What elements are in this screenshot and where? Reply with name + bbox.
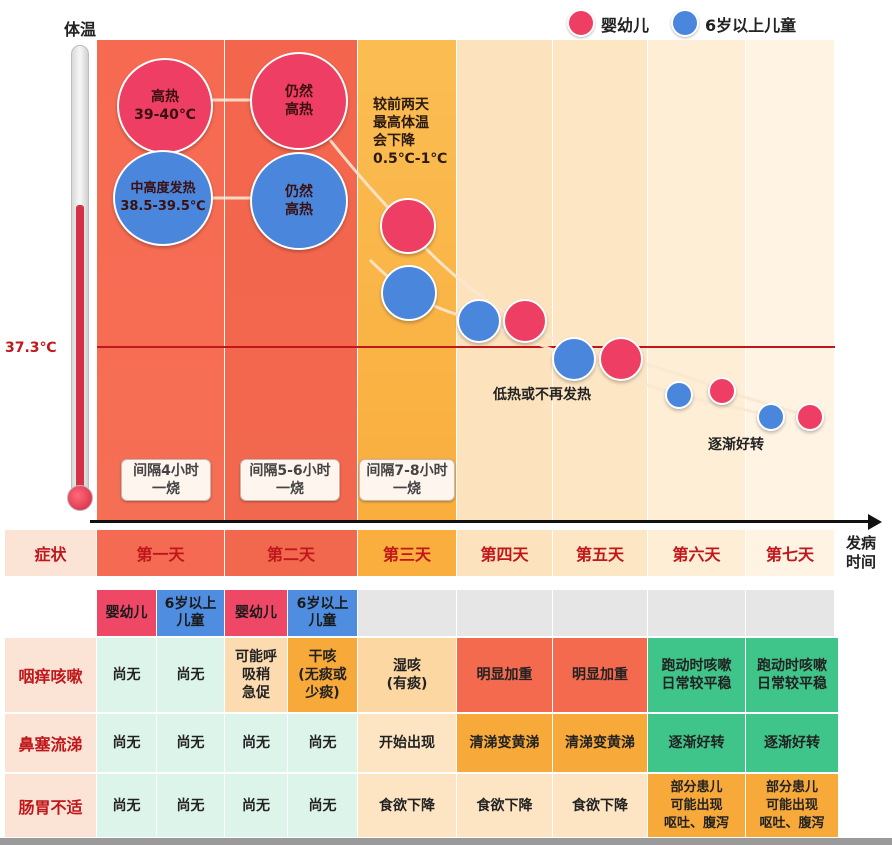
cough-child-day1: 尚无 xyxy=(157,638,224,712)
legend-infant-dot xyxy=(567,9,595,37)
gastro-day6: 部分患儿 可能出现 呕吐、腹泻 xyxy=(648,774,745,837)
x-axis-line xyxy=(90,520,872,523)
day3-note: 较前两天 最高体温 会下降 0.5℃-1℃ xyxy=(373,97,448,167)
day6-child-dot xyxy=(665,381,693,409)
day2-child-bubble: 仍然 高热 xyxy=(250,152,348,250)
cough-child-day2: 干咳 (无痰或 少痰) xyxy=(288,638,357,712)
cough-day4: 明显加重 xyxy=(457,638,552,712)
day5-child-dot xyxy=(552,337,596,381)
low-fever-note: 低热或不再发热 xyxy=(493,387,591,403)
cough-infant-day1: 尚无 xyxy=(97,638,156,712)
improving-note: 逐渐好转 xyxy=(708,437,764,453)
subheader-infant-day2: 婴幼儿 xyxy=(225,590,287,636)
gastro-infant-day2: 尚无 xyxy=(225,774,287,837)
day7-infant-dot xyxy=(796,403,824,431)
day2-header: 第二天 xyxy=(225,530,357,576)
gastro-infant-day1: 尚无 xyxy=(97,774,156,837)
day5-header: 第五天 xyxy=(553,530,647,576)
cough-day7: 跑动时咳嗽 日常较平稳 xyxy=(746,638,838,712)
cough-day6: 跑动时咳嗽 日常较平稳 xyxy=(648,638,745,712)
day3-header: 第三天 xyxy=(358,530,456,576)
thermometer-bulb xyxy=(67,485,93,511)
row-label-gastro: 肠胃不适 xyxy=(5,774,96,837)
day4-column xyxy=(457,40,552,520)
row-label-cough: 咽痒咳嗽 xyxy=(5,638,96,712)
day4-child-dot xyxy=(457,299,501,343)
x-axis-label: 发病 时间 xyxy=(846,534,877,571)
gastro-day4: 食欲下降 xyxy=(457,774,552,837)
x-axis-arrow-icon xyxy=(868,514,882,530)
nasal-day4: 清涕变黄涕 xyxy=(457,714,552,772)
gastro-child-day2: 尚无 xyxy=(288,774,357,837)
subheader-grey-d5 xyxy=(553,590,647,636)
day7-header: 第七天 xyxy=(746,530,834,576)
day5-column xyxy=(553,40,647,520)
cough-day3: 湿咳 (有痰) xyxy=(358,638,456,712)
day2-infant-bubble: 仍然 高热 xyxy=(250,52,348,150)
cough-day5: 明显加重 xyxy=(553,638,647,712)
day6-header: 第六天 xyxy=(648,530,745,576)
subheader-infant-day1: 婴幼儿 xyxy=(97,590,156,636)
cough-infant-day2: 可能呼 吸稍 急促 xyxy=(225,638,287,712)
nasal-infant-day2: 尚无 xyxy=(225,714,287,772)
day3-infant-dot xyxy=(380,198,436,254)
gastro-day3: 食欲下降 xyxy=(358,774,456,837)
gastro-child-day1: 尚无 xyxy=(157,774,224,837)
subheader-blank xyxy=(5,590,96,636)
nasal-infant-day1: 尚无 xyxy=(97,714,156,772)
thermometer-mercury xyxy=(76,205,84,505)
legend-infant-label: 婴幼儿 xyxy=(601,16,650,35)
nasal-day5: 清涕变黄涕 xyxy=(553,714,647,772)
day7-child-dot xyxy=(757,403,785,431)
day5-infant-dot xyxy=(599,337,643,381)
day3-child-dot xyxy=(381,265,437,321)
symptom-header: 症状 xyxy=(5,530,96,576)
day1-header: 第一天 xyxy=(97,530,224,576)
day7-column xyxy=(746,40,834,520)
y-axis-label: 体温 xyxy=(64,20,97,39)
subheader-child-day1: 6岁以上 儿童 xyxy=(157,590,224,636)
subheader-grey-d7 xyxy=(746,590,834,636)
day6-infant-dot xyxy=(708,377,736,405)
day1-infant-bubble: 高热 39-40℃ xyxy=(117,58,213,154)
subheader-grey-d6 xyxy=(648,590,745,636)
gastro-day7: 部分患儿 可能出现 呕吐、腹泻 xyxy=(746,774,838,837)
subheader-grey-d3 xyxy=(358,590,456,636)
threshold-label: 37.3℃ xyxy=(5,340,57,356)
legend-child-dot xyxy=(671,9,699,37)
nasal-day3: 开始出现 xyxy=(358,714,456,772)
day6-column xyxy=(648,40,745,520)
nasal-child-day2: 尚无 xyxy=(288,714,357,772)
subheader-grey-d4 xyxy=(457,590,552,636)
interval-day2: 间隔5-6小时 一烧 xyxy=(240,459,340,501)
row-label-nasal: 鼻塞流涕 xyxy=(5,714,96,772)
day1-child-bubble: 中高度发热 38.5-39.5℃ xyxy=(113,150,213,246)
nasal-day7: 逐渐好转 xyxy=(746,714,838,772)
threshold-line xyxy=(97,346,835,348)
day4-infant-dot xyxy=(503,299,547,343)
interval-day3: 间隔7-8小时 一烧 xyxy=(359,459,455,501)
legend-child-label: 6岁以上儿童 xyxy=(705,16,797,35)
thermometer-icon xyxy=(67,45,93,515)
day4-header: 第四天 xyxy=(457,530,552,576)
interval-day1: 间隔4小时 一烧 xyxy=(121,459,211,501)
nasal-child-day1: 尚无 xyxy=(157,714,224,772)
nasal-day6: 逐渐好转 xyxy=(648,714,745,772)
gastro-day5: 食欲下降 xyxy=(553,774,647,837)
subheader-child-day2: 6岁以上 儿童 xyxy=(288,590,357,636)
bottom-strip xyxy=(0,838,892,845)
